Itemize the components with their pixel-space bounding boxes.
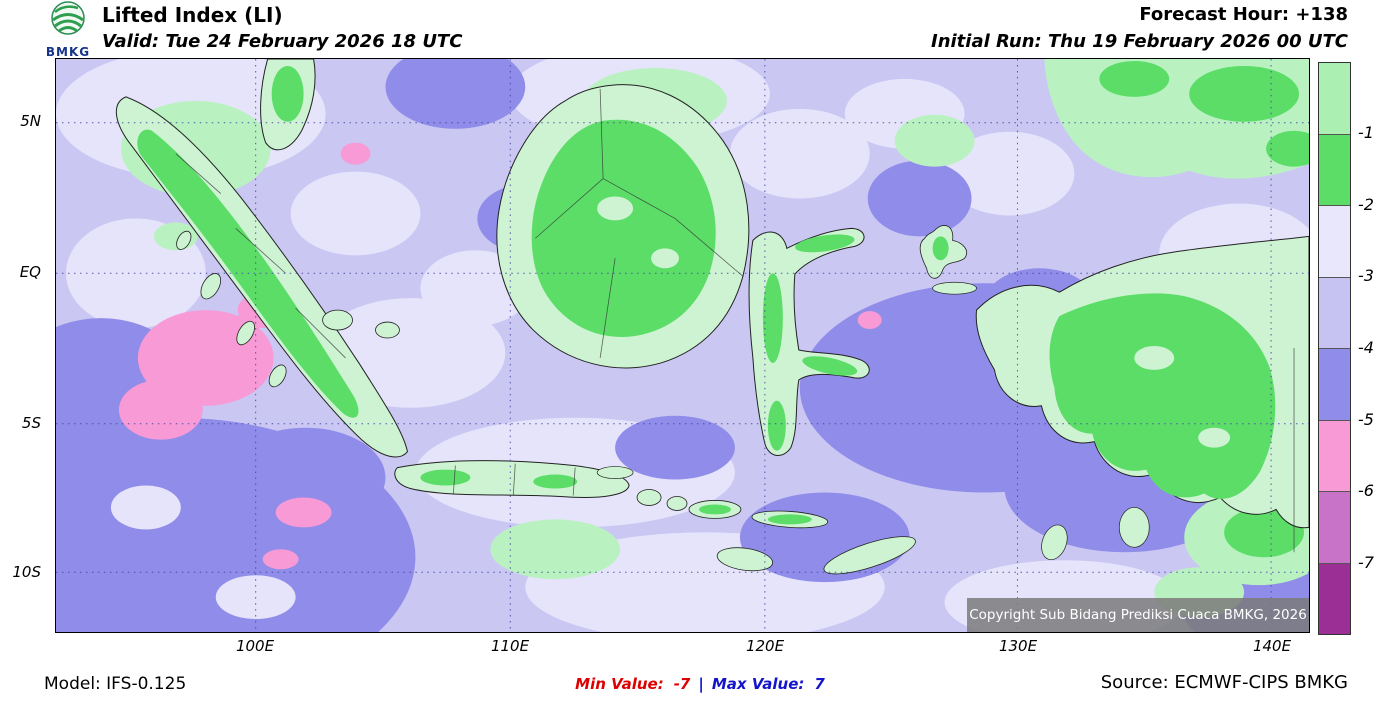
minmax-values: Min Value: -7 | Max Value: 7 xyxy=(575,675,825,693)
min-value-label: Min Value: xyxy=(575,675,664,693)
color-scale-legend xyxy=(1318,62,1351,635)
legend-segment xyxy=(1319,562,1350,634)
land-texture-layer xyxy=(597,196,1231,448)
lon-tick-110e: 110E xyxy=(490,637,530,655)
lon-tick-140e: 140E xyxy=(1252,637,1292,655)
legend-segment xyxy=(1319,133,1350,205)
forecast-hour-label: Forecast Hour: +138 xyxy=(1139,4,1348,25)
admin-borders-layer xyxy=(175,88,1295,553)
legend-tick: -5 xyxy=(1358,410,1374,429)
minmax-separator: | xyxy=(698,675,704,693)
legend-tick: -7 xyxy=(1358,553,1374,572)
legend-segment xyxy=(1319,491,1350,563)
sea-texture-layer xyxy=(110,485,296,620)
legend-tick: -1 xyxy=(1358,123,1374,142)
legend-tick: -4 xyxy=(1358,338,1374,357)
lon-tick-120e: 120E xyxy=(745,637,785,655)
map-canvas: Copyright Sub Bidang Prediksi Cuaca BMKG… xyxy=(55,58,1310,633)
lat-tick-5n: 5N xyxy=(20,112,41,130)
bmkg-logo: BMKG xyxy=(40,1,96,59)
legend-tick: -6 xyxy=(1358,481,1374,500)
legend-tick: -3 xyxy=(1358,266,1374,285)
lat-tick-10s: 10S xyxy=(12,563,41,581)
indonesia-map-svg xyxy=(56,59,1309,632)
copyright-overlay: Copyright Sub Bidang Prediksi Cuaca BMKG… xyxy=(967,598,1309,632)
legend-segment xyxy=(1319,63,1350,134)
lat-tick-eq: EQ xyxy=(19,263,41,281)
bmkg-logo-icon xyxy=(51,1,85,35)
lat-tick-5s: 5S xyxy=(21,414,41,432)
source-label: Source: ECMWF-CIPS BMKG xyxy=(1100,672,1348,693)
lon-tick-130e: 130E xyxy=(998,637,1038,655)
legend-tick: -2 xyxy=(1358,195,1374,214)
initial-run-label: Initial Run: Thu 19 February 2026 00 UTC xyxy=(931,31,1348,52)
legend-segment xyxy=(1319,205,1350,277)
min-value: -7 xyxy=(673,675,691,693)
max-value: 7 xyxy=(814,675,825,693)
model-label: Model: IFS-0.125 xyxy=(44,674,187,694)
legend-segment xyxy=(1319,419,1350,491)
max-value-label: Max Value: xyxy=(711,675,805,693)
page-title: Lifted Index (LI) xyxy=(102,3,283,27)
lon-tick-100e: 100E xyxy=(235,637,275,655)
legend-segment xyxy=(1319,348,1350,420)
bmkg-logo-text: BMKG xyxy=(45,45,91,59)
valid-time-label: Valid: Tue 24 February 2026 18 UTC xyxy=(102,31,463,52)
legend-segment xyxy=(1319,276,1350,348)
